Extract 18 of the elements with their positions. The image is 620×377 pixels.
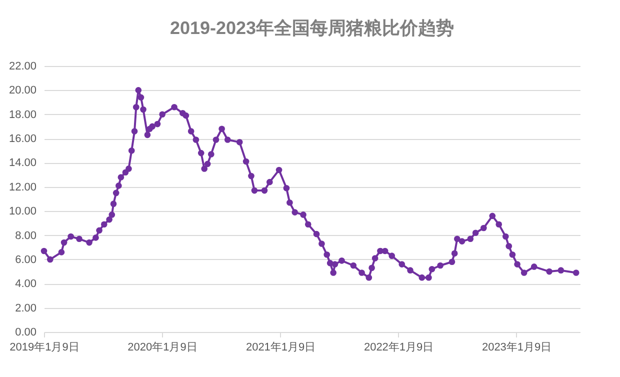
y-tick-label: 22.00 [8,60,36,72]
y-tick-label: 8.00 [15,230,36,242]
x-tick-label: 2021年1月9日 [246,342,316,354]
x-tick-label: 2022年1月9日 [364,342,434,354]
y-tick-label: 0.00 [15,326,36,338]
y-tick-label: 18.00 [8,108,36,121]
y-tick-label: 6.00 [15,254,36,266]
x-tick-label: 2020年1月9日 [128,342,198,354]
x-tick-label: 2019年1月9日 [10,342,80,354]
x-tick-label: 2023年1月9日 [482,342,552,354]
y-tick-label: 14.00 [8,157,36,170]
y-tick-label: 12.00 [8,181,36,194]
y-tick-label: 16.00 [8,133,36,146]
y-tick-label: 2.00 [15,302,36,314]
y-tick-label: 4.00 [15,278,36,290]
y-tick-label: 10.00 [8,206,36,218]
chart-title: 2019-2023年全国每周猪粮比价趋势 [170,18,454,38]
y-tick-label: 20.00 [8,84,36,97]
